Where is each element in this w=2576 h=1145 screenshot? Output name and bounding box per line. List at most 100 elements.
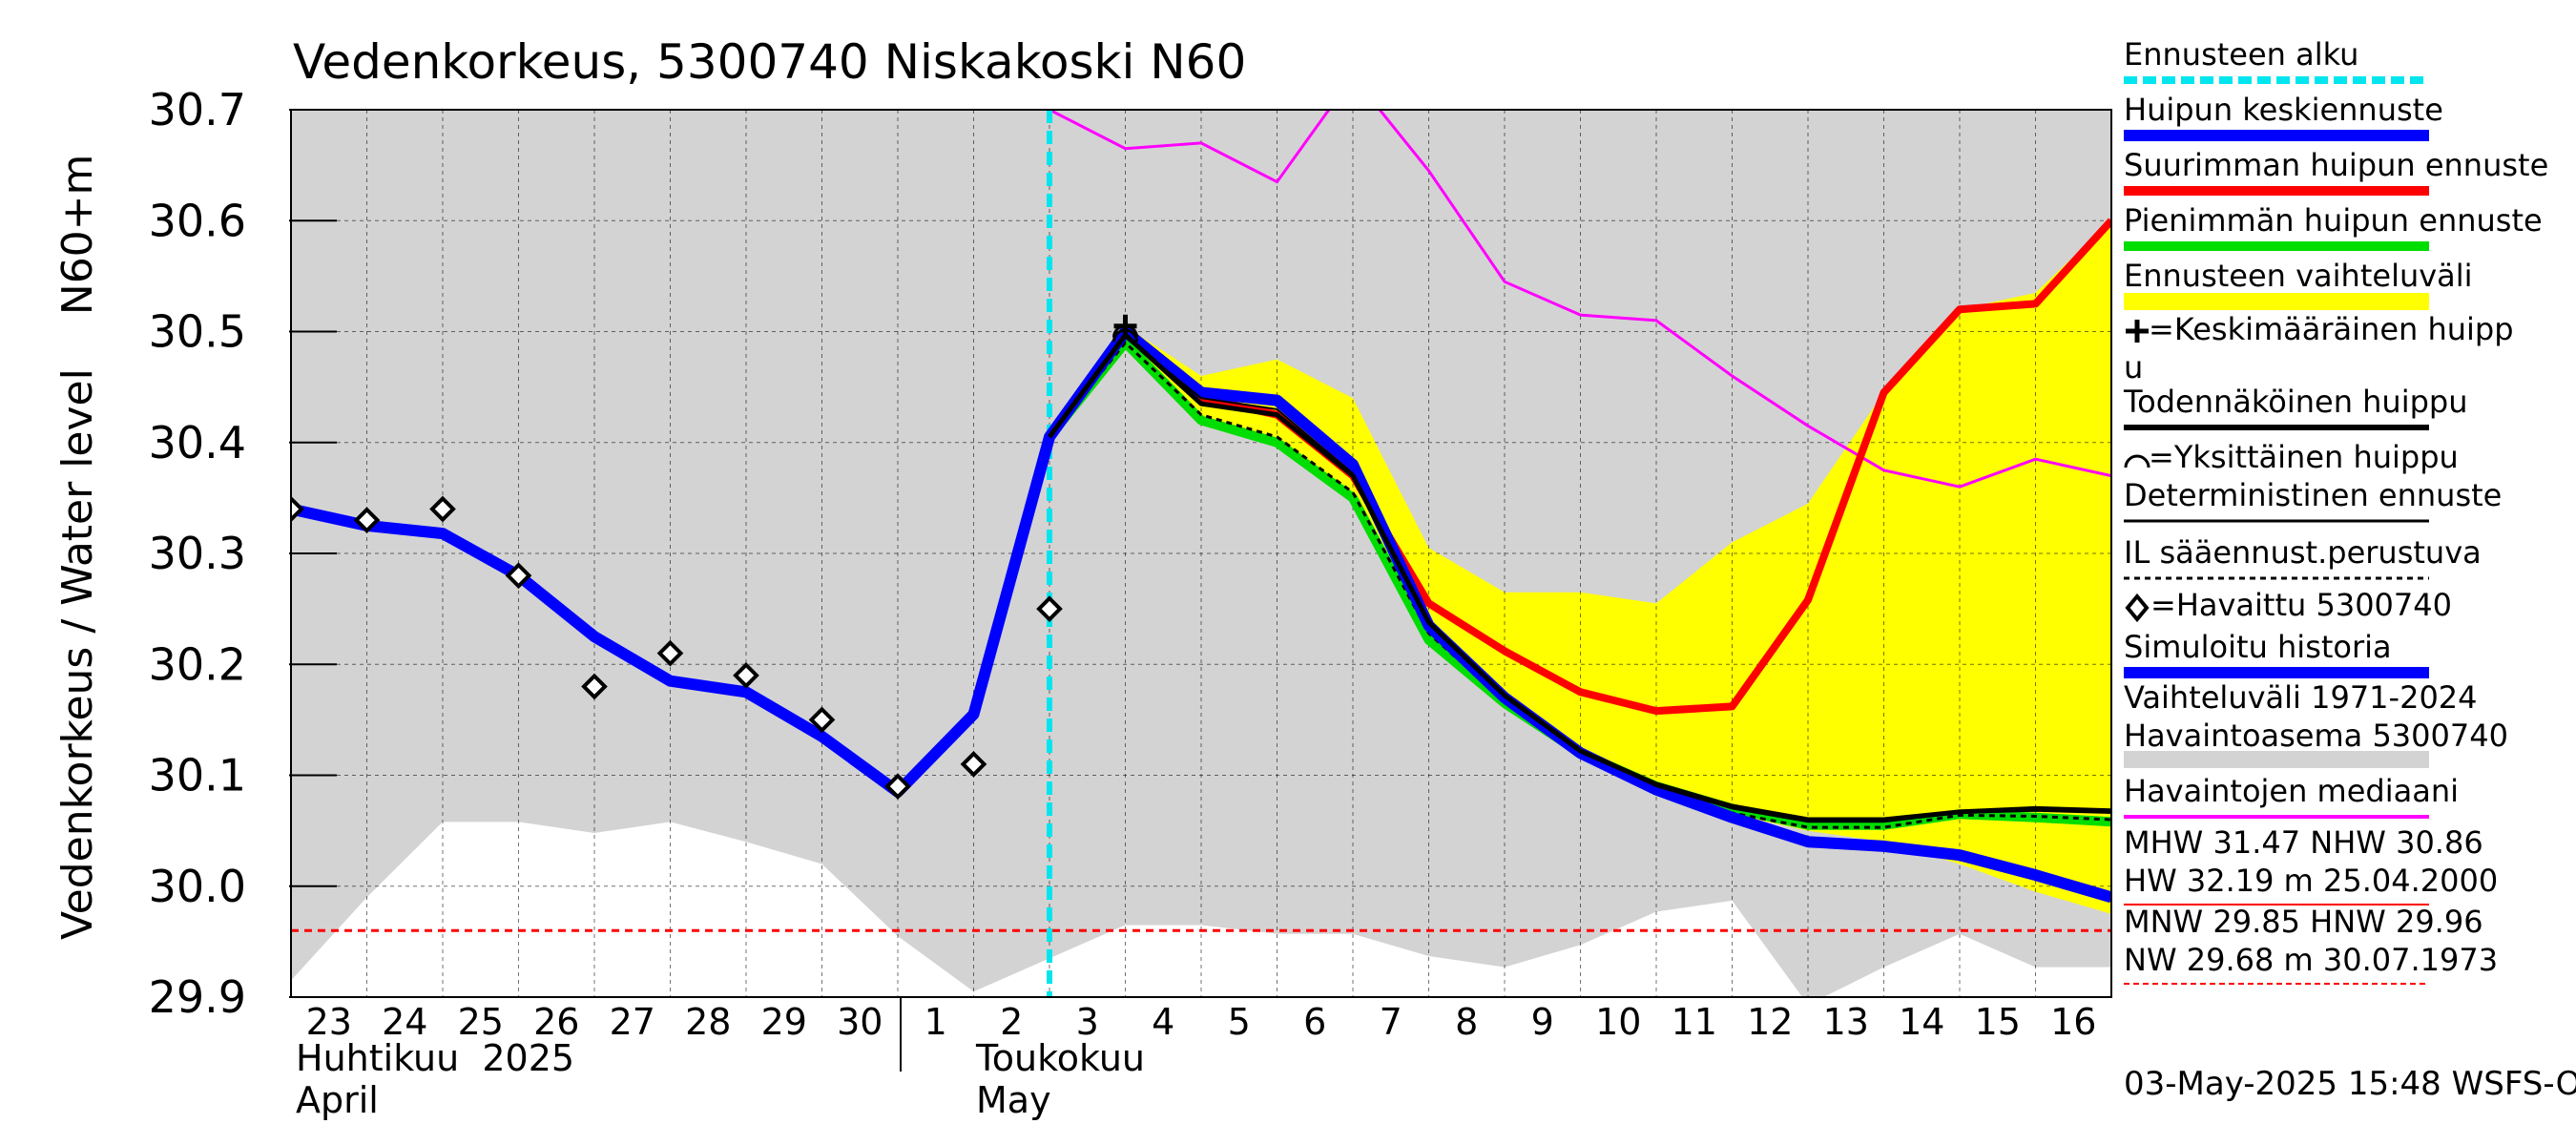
y-axis-label: Vedenkorkeus / Water level N60+m xyxy=(53,155,102,940)
max-peak-line xyxy=(1046,218,2111,716)
observed-points xyxy=(291,495,1063,800)
month-label-april-fi: Huhtikuu 2025 xyxy=(296,1037,574,1079)
observed-point xyxy=(960,751,987,778)
legend-label: Huipun keskiennuste xyxy=(2124,92,2443,128)
x-tick-label: 8 xyxy=(1455,1001,1478,1043)
legend-label: MHW 31.47 NHW 30.86 xyxy=(2124,824,2483,861)
legend-item: Simuloitu historia xyxy=(2124,629,2429,678)
legend-label: Havaintojen mediaani xyxy=(2124,773,2459,809)
weather-based-forecast-line xyxy=(1048,340,2111,829)
x-tick-label: 26 xyxy=(533,1001,579,1043)
legend-item: Vaihteluväli 1971-2024 Havaintoasema 530… xyxy=(2124,679,2508,768)
x-tick-label: 14 xyxy=(1899,1001,1944,1043)
x-tick-label: 30 xyxy=(837,1001,883,1043)
month-label-may-en: May xyxy=(976,1079,1051,1121)
x-tick-label: 1 xyxy=(924,1001,947,1043)
legend-item: Deterministinen ennuste xyxy=(2124,477,2502,523)
y-tick-label: 30.7 xyxy=(149,84,246,135)
legend-plus-icon xyxy=(2126,320,2149,343)
y-axis-ticks: 29.9 30.0 30.1 30.2 30.3 30.4 30.5 30.6 30.7 xyxy=(149,84,337,1023)
observed-point xyxy=(656,639,684,667)
x-tick-label: 2 xyxy=(1000,1001,1023,1043)
legend-label: =Yksittäinen huippu xyxy=(2149,439,2459,475)
y-tick-label: 29.9 xyxy=(149,971,246,1023)
x-tick-label: 5 xyxy=(1228,1001,1251,1043)
legend-item: Suurimman huipun ennuste xyxy=(2124,147,2548,196)
peak-markers xyxy=(1112,314,1138,343)
legend-item: Todennäköinen huippu xyxy=(2123,384,2468,430)
legend-label: Vaihteluväli 1971-2024 xyxy=(2124,679,2478,716)
legend-item: Pienimmän huipun ennuste xyxy=(2124,202,2543,251)
legend-label-2: u xyxy=(2124,349,2143,385)
y-tick-label: 30.1 xyxy=(149,750,246,802)
deterministic-forecast-line xyxy=(1049,335,2111,823)
legend-label: Deterministinen ennuste xyxy=(2124,477,2502,513)
x-tick-label: 28 xyxy=(685,1001,731,1043)
legend-label-2: HW 32.19 m 25.04.2000 xyxy=(2124,863,2498,899)
legend-label: Todennäköinen huippu xyxy=(2123,384,2468,420)
legend-label: Simuloitu historia xyxy=(2124,629,2392,665)
observed-point xyxy=(581,673,608,700)
x-tick-label: 16 xyxy=(2050,1001,2096,1043)
legend-label: MNW 29.85 HNW 29.96 xyxy=(2124,904,2483,940)
legend-item: =Yksittäinen huippu xyxy=(2124,439,2459,475)
observed-point xyxy=(808,706,836,734)
x-tick-label: 4 xyxy=(1152,1001,1174,1043)
y-tick-label: 30.4 xyxy=(149,417,246,468)
legend-item: =Havaittu 5300740 xyxy=(2125,587,2452,623)
x-tick-label: 9 xyxy=(1531,1001,1554,1043)
forecast-range-band xyxy=(1125,220,2111,914)
x-tick-label: 15 xyxy=(1975,1001,2021,1043)
legend-label: =Keskimääräinen huipp xyxy=(2149,311,2514,347)
legend-item: Ennusteen alku xyxy=(2124,36,2429,84)
observed-point xyxy=(291,495,304,523)
x-tick-label: 12 xyxy=(1747,1001,1793,1043)
y-tick-label: 30.2 xyxy=(149,638,246,690)
legend: Ennusteen alku Huipun keskiennuste Suurimm… xyxy=(2123,36,2548,985)
x-tick-label: 25 xyxy=(458,1001,504,1043)
month-label-april-en: April xyxy=(296,1079,379,1121)
x-tick-label: 3 xyxy=(1076,1001,1099,1043)
month-label-may-fi: Toukokuu xyxy=(975,1037,1145,1079)
legend-label: =Havaittu 5300740 xyxy=(2150,587,2452,623)
legend-label: Suurimman huipun ennuste xyxy=(2124,147,2548,183)
mean-peak-marker xyxy=(1113,314,1137,338)
x-tick-label: 10 xyxy=(1595,1001,1641,1043)
chart-title: Vedenkorkeus, 5300740 Niskakoski N60 xyxy=(293,34,1246,90)
y-tick-label: 30.5 xyxy=(149,306,246,358)
y-tick-label: 30.0 xyxy=(149,861,246,912)
observed-point xyxy=(884,773,911,800)
x-tick-label: 27 xyxy=(610,1001,655,1043)
legend-arc-icon xyxy=(2124,454,2150,468)
legend-label: Pienimmän huipun ennuste xyxy=(2124,202,2543,239)
observed-point xyxy=(429,495,456,523)
x-tick-label: 13 xyxy=(1823,1001,1869,1043)
legend-item: Ennusteen vaihteluväli xyxy=(2124,258,2473,310)
x-tick-label: 7 xyxy=(1380,1001,1402,1043)
legend-label: Ennusteen vaihteluväli xyxy=(2124,258,2473,294)
x-axis-ticks: 23 24 25 26 27 28 29 30 1 2 3 4 5 6 7 8 9 10 11 12 13 14 15 16 xyxy=(306,1001,2097,1043)
legend-label-2: NW 29.68 m 30.07.1973 xyxy=(2124,942,2498,978)
x-tick-label: 6 xyxy=(1303,1001,1326,1043)
observed-point xyxy=(1036,595,1063,622)
legend-label: Ennusteen alku xyxy=(2124,36,2358,73)
y-tick-label: 30.6 xyxy=(149,195,246,246)
legend-item: =Keskimääräinen huippu xyxy=(2124,311,2514,385)
observed-point xyxy=(733,662,759,689)
legend-label: IL sääennust.perustuva xyxy=(2124,534,2482,571)
observed-point xyxy=(505,562,532,590)
x-tick-label: 24 xyxy=(382,1001,427,1043)
x-tick-label: 11 xyxy=(1672,1001,1717,1043)
legend-diamond-icon xyxy=(2125,593,2150,623)
x-tick-label: 23 xyxy=(306,1001,352,1043)
y-tick-label: 30.3 xyxy=(149,528,246,579)
x-tick-label: 29 xyxy=(761,1001,807,1043)
legend-label-2: Havaintoasema 5300740 xyxy=(2124,718,2508,754)
footer-timestamp: 03-May-2025 15:48 WSFS-O xyxy=(2124,1065,2576,1103)
median-line xyxy=(1049,110,2111,489)
legend-item: IL sääennust.perustuva xyxy=(2124,534,2482,580)
legend-item: Huipun keskiennuste xyxy=(2124,92,2443,141)
